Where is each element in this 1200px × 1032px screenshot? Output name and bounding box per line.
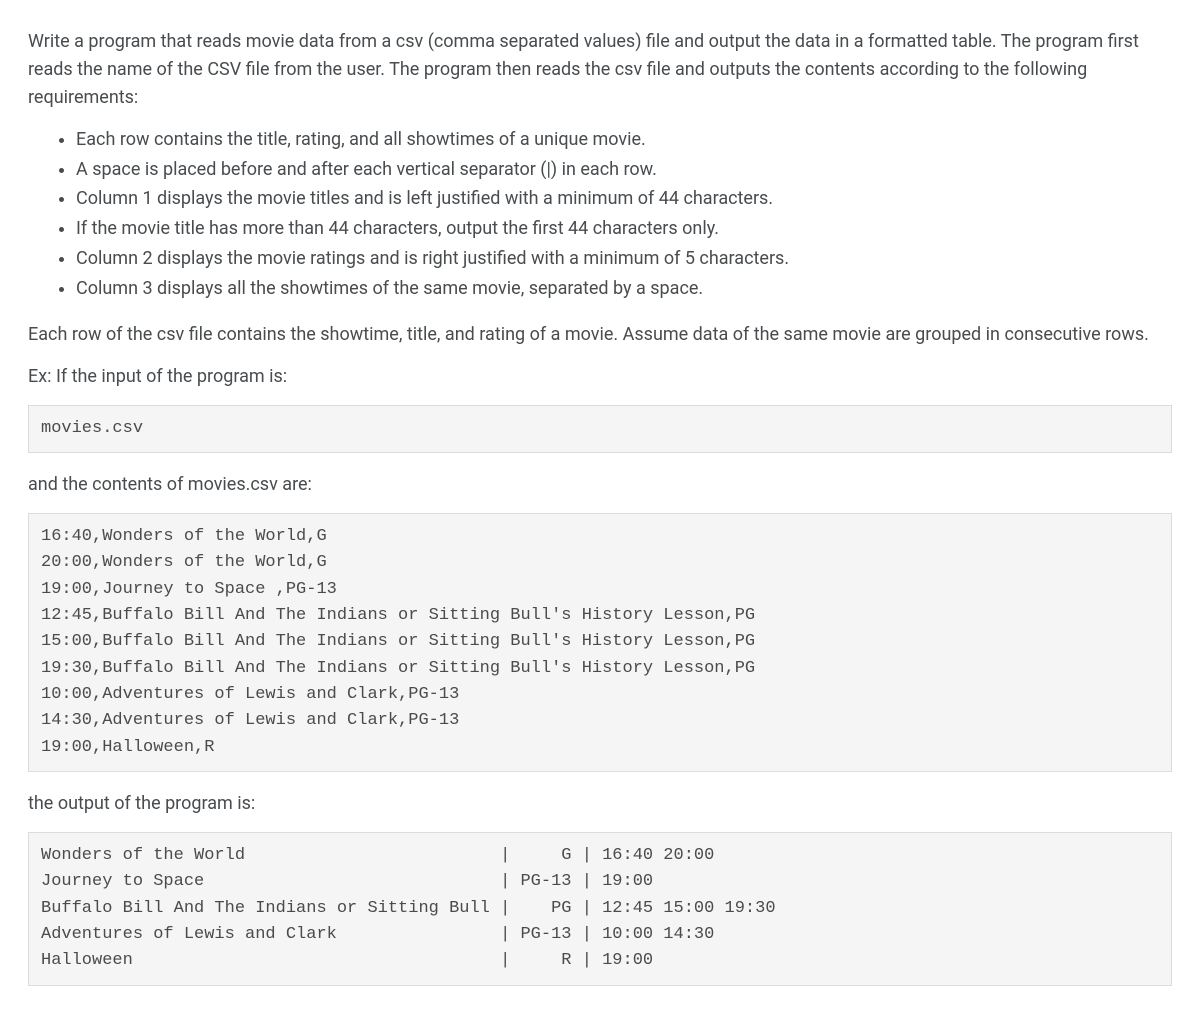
csv-contents-label: and the contents of movies.csv are: [28, 471, 1172, 499]
list-item: Column 3 displays all the showtimes of t… [76, 275, 1172, 303]
list-item: Each row contains the title, rating, and… [76, 126, 1172, 154]
list-item: Column 2 displays the movie ratings and … [76, 245, 1172, 273]
list-item: A space is placed before and after each … [76, 156, 1172, 184]
csv-code-block: 16:40,Wonders of the World,G 20:00,Wonde… [28, 513, 1172, 772]
list-item: Column 1 displays the movie titles and i… [76, 185, 1172, 213]
input-code-block: movies.csv [28, 405, 1172, 453]
example-input-label: Ex: If the input of the program is: [28, 363, 1172, 391]
output-label: the output of the program is: [28, 790, 1172, 818]
list-item: If the movie title has more than 44 char… [76, 215, 1172, 243]
output-code-block: Wonders of the World | G | 16:40 20:00 J… [28, 832, 1172, 986]
intro-paragraph-2: Each row of the csv file contains the sh… [28, 321, 1172, 349]
intro-paragraph-1: Write a program that reads movie data fr… [28, 28, 1172, 112]
requirements-list: Each row contains the title, rating, and… [28, 126, 1172, 303]
